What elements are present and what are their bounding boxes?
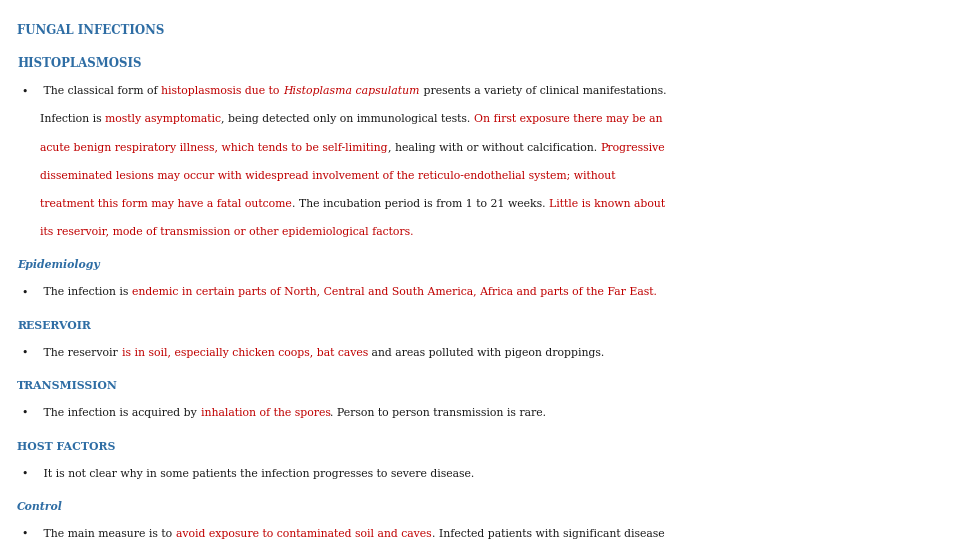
Text: •: • bbox=[21, 86, 28, 97]
Text: RESERVOIR: RESERVOIR bbox=[17, 320, 91, 330]
Text: acute benign respiratory illness, which tends to be self-limiting: acute benign respiratory illness, which … bbox=[40, 143, 388, 153]
Text: Little is known about: Little is known about bbox=[549, 199, 665, 209]
Text: avoid exposure to contaminated soil and caves: avoid exposure to contaminated soil and … bbox=[176, 529, 432, 539]
Text: Infection is: Infection is bbox=[40, 114, 106, 125]
Text: •: • bbox=[21, 529, 28, 539]
Text: Histoplasma capsulatum: Histoplasma capsulatum bbox=[283, 86, 420, 97]
Text: is in soil, especially chicken coops, bat caves: is in soil, especially chicken coops, ba… bbox=[122, 348, 368, 358]
Text: presents a variety of clinical manifestations.: presents a variety of clinical manifesta… bbox=[420, 86, 666, 97]
Text: . Infected patients with significant disease: . Infected patients with significant dis… bbox=[432, 529, 664, 539]
Text: . Person to person transmission is rare.: . Person to person transmission is rare. bbox=[330, 408, 546, 418]
Text: treatment this form may have a fatal outcome: treatment this form may have a fatal out… bbox=[40, 199, 292, 209]
Text: , healing with or without calcification.: , healing with or without calcification. bbox=[388, 143, 600, 153]
Text: and areas polluted with pigeon droppings.: and areas polluted with pigeon droppings… bbox=[368, 348, 604, 358]
Text: disseminated lesions may occur with widespread involvement of the reticulo-endot: disseminated lesions may occur with wide… bbox=[40, 171, 615, 181]
Text: The main measure is to: The main measure is to bbox=[40, 529, 176, 539]
Text: •: • bbox=[21, 348, 28, 358]
Text: •: • bbox=[21, 469, 28, 479]
Text: its reservoir, mode of transmission or other epidemiological factors.: its reservoir, mode of transmission or o… bbox=[40, 227, 414, 237]
Text: On first exposure there may be an: On first exposure there may be an bbox=[474, 114, 662, 125]
Text: The infection is acquired by: The infection is acquired by bbox=[40, 408, 201, 418]
Text: Progressive: Progressive bbox=[600, 143, 665, 153]
Text: endemic in certain parts of North, Central and South America, Africa and parts o: endemic in certain parts of North, Centr… bbox=[132, 287, 657, 298]
Text: HOST FACTORS: HOST FACTORS bbox=[17, 441, 115, 451]
Text: It is not clear why in some patients the infection progresses to severe disease.: It is not clear why in some patients the… bbox=[40, 469, 474, 479]
Text: The classical form of: The classical form of bbox=[40, 86, 161, 97]
Text: TRANSMISSION: TRANSMISSION bbox=[17, 380, 118, 391]
Text: •: • bbox=[21, 287, 28, 298]
Text: Epidemiology: Epidemiology bbox=[17, 259, 100, 270]
Text: Control: Control bbox=[17, 501, 63, 512]
Text: FUNGAL INFECTIONS: FUNGAL INFECTIONS bbox=[17, 24, 165, 37]
Text: HISTOPLASMOSIS: HISTOPLASMOSIS bbox=[17, 57, 142, 70]
Text: inhalation of the spores: inhalation of the spores bbox=[201, 408, 330, 418]
Text: histoplasmosis due to: histoplasmosis due to bbox=[161, 86, 283, 97]
Text: •: • bbox=[21, 408, 28, 418]
Text: , being detected only on immunological tests.: , being detected only on immunological t… bbox=[222, 114, 474, 125]
Text: mostly asymptomatic: mostly asymptomatic bbox=[106, 114, 222, 125]
Text: . The incubation period is from 1 to 21 weeks.: . The incubation period is from 1 to 21 … bbox=[292, 199, 549, 209]
Text: The infection is: The infection is bbox=[40, 287, 132, 298]
Text: The reservoir: The reservoir bbox=[40, 348, 122, 358]
